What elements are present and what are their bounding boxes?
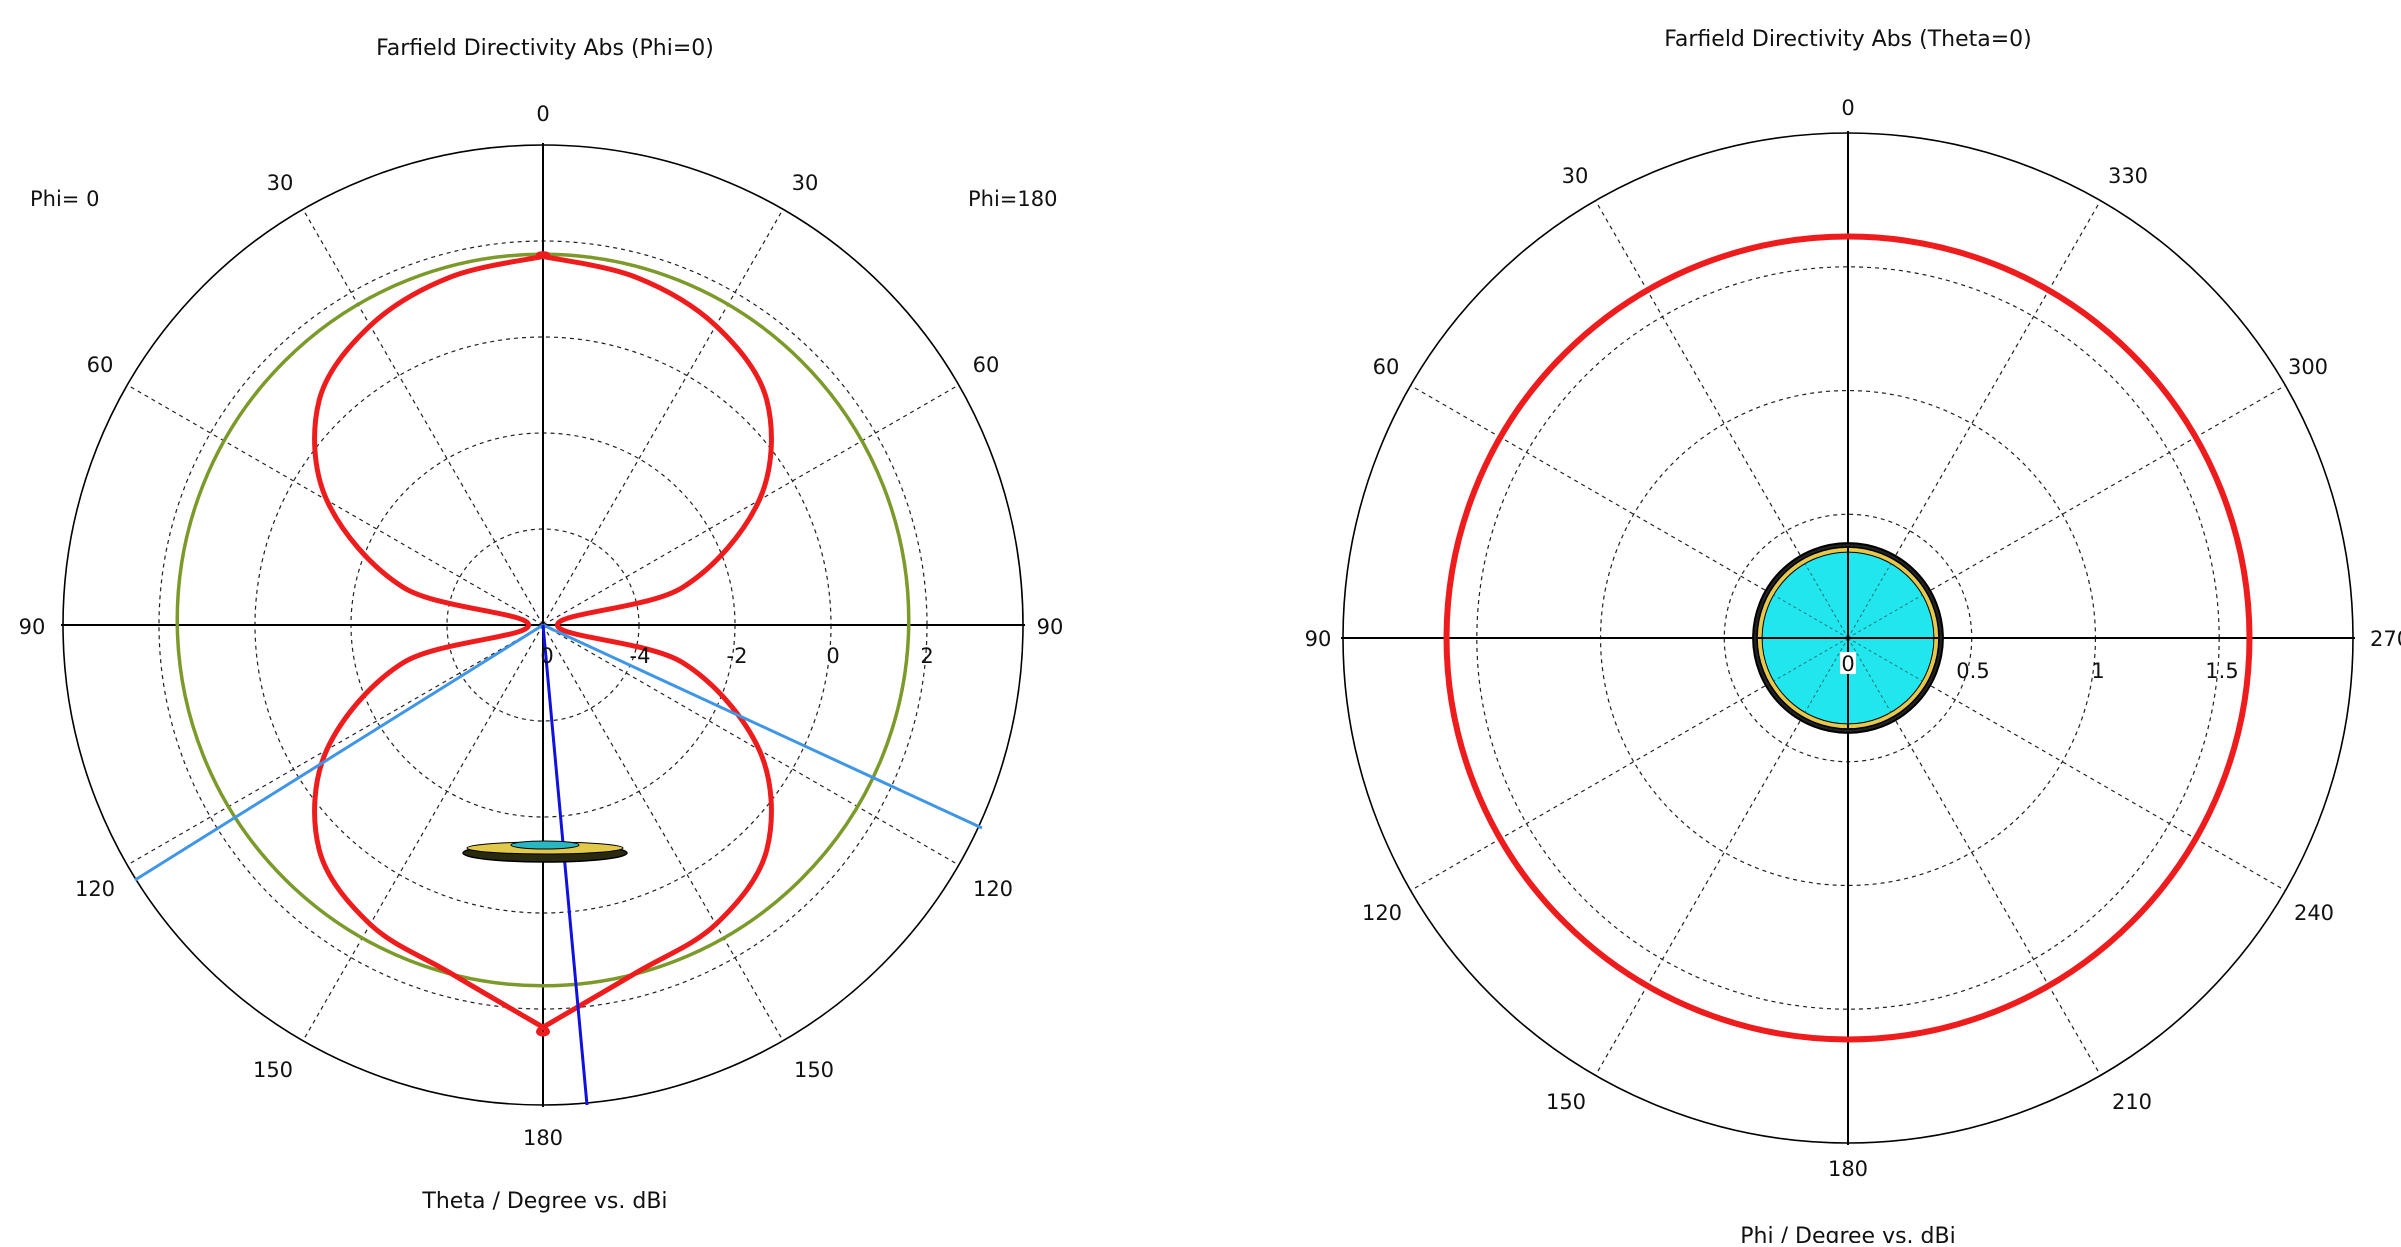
radial-tick-4: 2: [920, 644, 933, 668]
angle-label-right-300: 300: [2288, 355, 2328, 379]
angle-label-right-60: 60: [973, 353, 1000, 377]
plot-area: [134, 251, 983, 1106]
radial-tick-2: -2: [727, 644, 748, 668]
phi-left-label: Phi= 0: [30, 187, 99, 211]
angle-label-left-60: 60: [1373, 355, 1400, 379]
angle-label-left-30: 30: [1562, 164, 1589, 188]
grid-spoke: [542, 624, 959, 866]
angle-label-left-120: 120: [75, 877, 115, 901]
angle-label-left-150: 150: [253, 1058, 293, 1082]
grid-spoke: [302, 624, 544, 1041]
radial-tick-2: 1: [2091, 659, 2104, 683]
antenna-patch: [510, 840, 580, 850]
radial-tick-1: -4: [630, 644, 651, 668]
pattern-circle: [1443, 233, 2253, 1043]
angle-label-left-30: 30: [267, 171, 294, 195]
disc-spoke: [1804, 637, 1849, 713]
disc-spoke: [1847, 594, 1923, 639]
angle-label-top: 0: [1841, 96, 1854, 120]
disc-spoke: [1773, 594, 1849, 639]
radial-tick-1: 0.5: [1956, 659, 1989, 683]
angle-label-right-330: 330: [2108, 164, 2148, 188]
x-axis-label: Phi / Degree vs. dBi: [1740, 1224, 1955, 1243]
angle-label-left-90: 90: [19, 615, 46, 639]
angle-label-right-210: 210: [2112, 1090, 2152, 1114]
grid-spoke: [542, 209, 784, 626]
disc-spoke: [1847, 637, 1892, 713]
center-label-bg: [1840, 652, 1856, 674]
angle-label-left-120: 120: [1362, 901, 1402, 925]
disc-spoke: [1847, 563, 1892, 639]
angle-label-right-30: 30: [792, 171, 819, 195]
angle-label-top: 0: [536, 102, 549, 126]
chart-title: Farfield Directivity Abs (Phi=0): [376, 36, 714, 61]
main-lobe-line: [541, 624, 589, 1106]
angle-label-right-120: 120: [973, 877, 1013, 901]
beam-edge-left-line: [134, 623, 544, 882]
angle-label-bottom: 180: [1828, 1157, 1868, 1181]
pattern-curve: [312, 251, 774, 1037]
angle-label-left-90: 90: [1305, 627, 1332, 651]
radial-tick-3: 1.5: [2205, 659, 2238, 683]
disc-spoke: [1804, 563, 1849, 639]
disc-spoke: [1773, 637, 1849, 682]
chart-title: Farfield Directivity Abs (Theta=0): [1664, 27, 2031, 52]
chart-theta0: 0 Farfield Directivity Abs (Theta=0) 0 3…: [1305, 27, 2401, 1247]
beam-edge-right-line: [542, 623, 983, 830]
phi-right-label: Phi=180: [968, 187, 1058, 211]
angle-label-right-90: 90: [1037, 615, 1064, 639]
angle-label-right-270: 270: [2370, 627, 2401, 651]
radial-tick-center: 0: [540, 644, 553, 668]
disc-spoke: [1847, 637, 1923, 682]
grid-spoke: [542, 384, 959, 626]
grid-spoke: [542, 624, 784, 1041]
grid-spoke: [127, 384, 544, 626]
radial-tick-center: 0: [1841, 652, 1854, 676]
angle-label-bottom: 180: [523, 1126, 563, 1150]
x-axis-label: Theta / Degree vs. dBi: [421, 1189, 667, 1214]
plot-area: 0: [1443, 233, 2253, 1043]
grid-spoke: [127, 624, 544, 866]
angle-label-left-60: 60: [87, 353, 114, 377]
radial-tick-3: 0: [826, 644, 839, 668]
grid-spoke: [302, 209, 544, 626]
angle-label-left-150: 150: [1546, 1090, 1586, 1114]
angle-label-right-240: 240: [2294, 901, 2334, 925]
antenna-glyph: [462, 840, 628, 863]
angle-label-right-150: 150: [794, 1058, 834, 1082]
chart-phi0: Farfield Directivity Abs (Phi=0) Phi= 0 …: [19, 36, 1064, 1214]
